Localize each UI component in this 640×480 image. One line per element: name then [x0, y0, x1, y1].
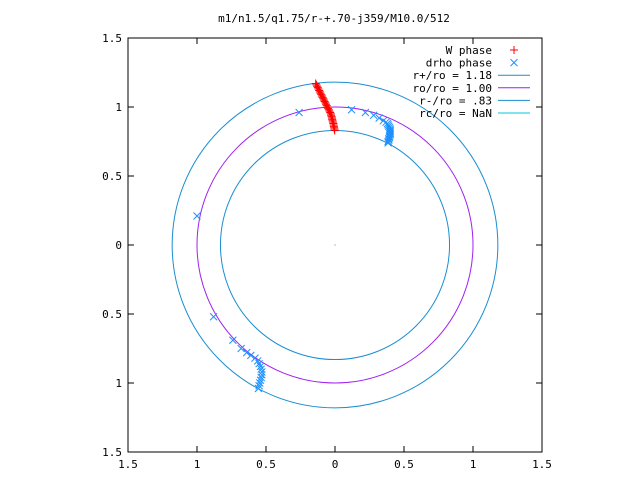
y-axis: 1.5 1 0.5 0 0.5 1 1.5 [102, 32, 542, 459]
circle-ro [196, 106, 474, 384]
drho-phase-point [347, 105, 356, 114]
legend-label: W phase [446, 44, 492, 57]
drho-phase-point [255, 381, 263, 390]
legend-label: drho phase [426, 57, 492, 70]
drho-phase-point [255, 359, 263, 368]
legend-label: ro/ro = 1.00 [413, 82, 492, 95]
legend-marker-plus [510, 46, 518, 54]
origin-dot [334, 244, 336, 246]
drho-phase-point [295, 108, 303, 117]
x-tick-label: 1 [194, 458, 201, 471]
y-tick-label: 1 [115, 101, 122, 114]
x-tick-label: 1.5 [118, 458, 138, 471]
x-tick-label: 1 [470, 458, 477, 471]
chart-title: m1/n1.5/q1.75/r-+.70-j359/M10.0/512 [218, 12, 450, 25]
x-axis: 1.5 1 0.5 0 0.5 1 1.5 [118, 38, 552, 471]
drho-phase-point [254, 384, 263, 393]
drho-phase-point [361, 108, 370, 117]
legend-label: r-/ro = .83 [419, 94, 492, 107]
legend-marker-x [510, 58, 518, 67]
y-tick-label: 1.5 [102, 446, 122, 459]
y-tick-label: 0.5 [102, 308, 122, 321]
x-tick-label: 0 [332, 458, 339, 471]
drho-phase-point [375, 114, 384, 122]
legend-label: rc/ro = NaN [419, 107, 492, 120]
drho-phase-point [384, 137, 392, 146]
drho-phase-point [246, 351, 255, 360]
x-tick-label: 0.5 [256, 458, 276, 471]
w-phase-point [330, 126, 339, 135]
y-tick-label: 0.5 [102, 170, 122, 183]
y-tick-label: 1 [115, 377, 122, 390]
drho-phase-point [369, 111, 378, 120]
drho-phase-point [384, 139, 392, 147]
circle-r+ [171, 81, 499, 409]
y-tick-label: 0 [115, 239, 122, 252]
x-tick-label: 0.5 [394, 458, 414, 471]
drho-phase-point [242, 348, 251, 357]
drho-phase-point [209, 312, 218, 321]
y-tick-label: 1.5 [102, 32, 122, 45]
legend-label: r+/ro = 1.18 [413, 69, 492, 82]
drho-phase-point [237, 344, 246, 353]
drho-phase-point [193, 212, 201, 220]
x-tick-label: 1.5 [532, 458, 552, 471]
drho-phase-point [229, 336, 237, 345]
data-series [193, 79, 395, 393]
